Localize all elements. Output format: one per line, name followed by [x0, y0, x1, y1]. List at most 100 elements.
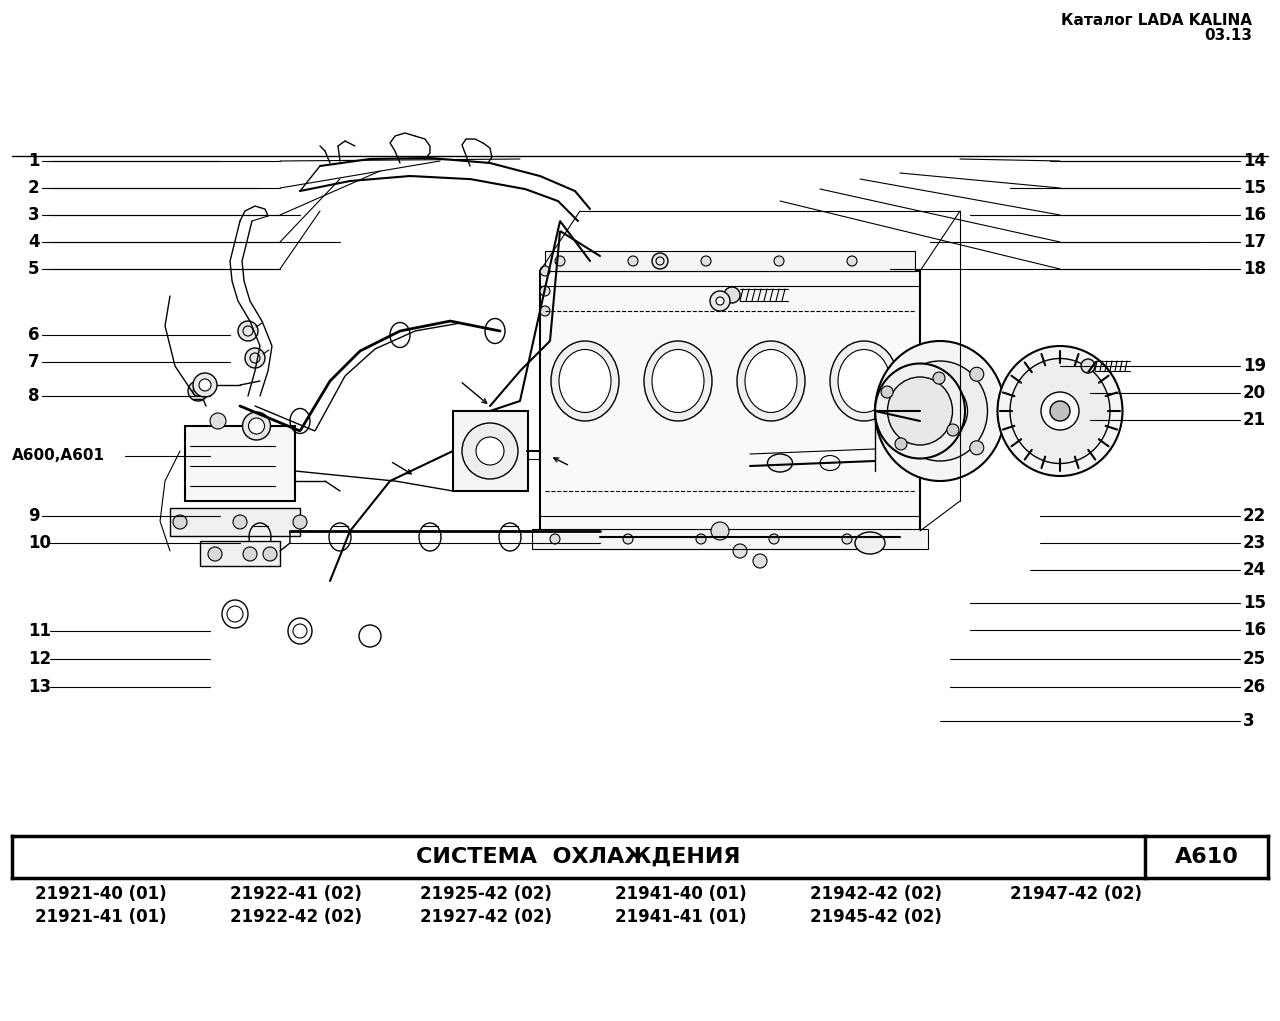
- Text: 03.13: 03.13: [1204, 28, 1252, 43]
- Bar: [453, 411, 529, 491]
- Ellipse shape: [724, 287, 740, 303]
- Text: 1: 1: [28, 152, 40, 171]
- Ellipse shape: [559, 349, 611, 412]
- Ellipse shape: [997, 346, 1123, 476]
- Circle shape: [933, 372, 945, 384]
- Text: 10: 10: [28, 534, 51, 552]
- Text: 4: 4: [28, 233, 40, 251]
- Text: 23: 23: [1243, 534, 1266, 552]
- Text: Каталог LADA KALINA: Каталог LADA KALINA: [1061, 13, 1252, 28]
- Text: 21945-42 (02): 21945-42 (02): [810, 908, 942, 926]
- Circle shape: [198, 379, 211, 391]
- Text: 21942-42 (02): 21942-42 (02): [810, 885, 942, 903]
- Ellipse shape: [550, 341, 620, 421]
- Circle shape: [173, 515, 187, 529]
- Ellipse shape: [737, 341, 805, 421]
- Text: 5: 5: [28, 260, 40, 278]
- Text: 18: 18: [1243, 260, 1266, 278]
- Text: 24: 24: [1243, 561, 1266, 579]
- Circle shape: [242, 412, 270, 440]
- Ellipse shape: [876, 363, 965, 458]
- Text: 25: 25: [1243, 650, 1266, 668]
- Text: 21947-42 (02): 21947-42 (02): [1010, 885, 1142, 903]
- Bar: [189, 156, 1240, 811]
- Circle shape: [233, 515, 247, 529]
- Text: 9: 9: [28, 507, 40, 525]
- Circle shape: [293, 624, 307, 638]
- Circle shape: [774, 256, 783, 266]
- Circle shape: [227, 606, 243, 622]
- Circle shape: [710, 291, 730, 311]
- Text: 21922-41 (02): 21922-41 (02): [230, 885, 362, 903]
- Bar: [532, 529, 928, 549]
- Ellipse shape: [970, 368, 984, 381]
- Ellipse shape: [745, 349, 797, 412]
- Circle shape: [769, 534, 780, 544]
- Ellipse shape: [876, 341, 1005, 481]
- Circle shape: [652, 253, 668, 269]
- Bar: [186, 426, 294, 501]
- Circle shape: [210, 414, 227, 429]
- Circle shape: [476, 437, 504, 465]
- Text: 3: 3: [28, 206, 40, 224]
- Circle shape: [244, 348, 265, 368]
- Circle shape: [842, 534, 852, 544]
- Circle shape: [238, 321, 259, 341]
- Text: 15: 15: [1243, 594, 1266, 612]
- Text: 21925-42 (02): 21925-42 (02): [420, 885, 552, 903]
- Text: 12: 12: [28, 650, 51, 668]
- Circle shape: [696, 534, 707, 544]
- Circle shape: [193, 373, 218, 397]
- Circle shape: [243, 547, 257, 561]
- Ellipse shape: [1010, 358, 1110, 464]
- Text: A610: A610: [1175, 847, 1239, 867]
- Circle shape: [188, 381, 207, 401]
- Circle shape: [881, 386, 893, 398]
- Text: 21921-41 (01): 21921-41 (01): [35, 908, 166, 926]
- Ellipse shape: [970, 441, 984, 454]
- Text: 13: 13: [28, 678, 51, 696]
- Circle shape: [462, 423, 518, 479]
- Ellipse shape: [768, 454, 792, 472]
- Circle shape: [628, 256, 637, 266]
- Text: A600,A601: A600,A601: [12, 448, 105, 464]
- Bar: [540, 271, 920, 531]
- Text: 8: 8: [28, 387, 40, 405]
- Text: 22: 22: [1243, 507, 1266, 525]
- Circle shape: [556, 256, 564, 266]
- Circle shape: [293, 515, 307, 529]
- Bar: [545, 251, 915, 271]
- Circle shape: [623, 534, 634, 544]
- Text: 21921-40 (01): 21921-40 (01): [35, 885, 166, 903]
- Circle shape: [701, 256, 710, 266]
- Ellipse shape: [855, 532, 884, 554]
- Circle shape: [710, 522, 730, 540]
- Text: 21941-41 (01): 21941-41 (01): [614, 908, 746, 926]
- Text: 21927-42 (02): 21927-42 (02): [420, 908, 552, 926]
- Text: СИСТЕМА  ОХЛАЖДЕНИЯ: СИСТЕМА ОХЛАЖДЕНИЯ: [416, 847, 741, 867]
- Text: 14: 14: [1243, 152, 1266, 171]
- Ellipse shape: [829, 341, 899, 421]
- Ellipse shape: [913, 382, 968, 440]
- Circle shape: [262, 547, 276, 561]
- Text: 16: 16: [1243, 621, 1266, 639]
- Circle shape: [753, 554, 767, 568]
- Circle shape: [248, 418, 265, 434]
- Text: 20: 20: [1243, 384, 1266, 402]
- Ellipse shape: [838, 349, 890, 412]
- Circle shape: [895, 438, 908, 450]
- Ellipse shape: [652, 349, 704, 412]
- Circle shape: [193, 386, 204, 396]
- Circle shape: [207, 547, 221, 561]
- Circle shape: [733, 544, 748, 558]
- Circle shape: [540, 306, 550, 317]
- Bar: [170, 508, 300, 536]
- Circle shape: [947, 424, 959, 436]
- Text: 6: 6: [28, 326, 40, 344]
- Text: 2: 2: [28, 179, 40, 197]
- Text: 21922-42 (02): 21922-42 (02): [230, 908, 362, 926]
- Ellipse shape: [896, 441, 910, 454]
- Ellipse shape: [892, 361, 987, 461]
- Circle shape: [716, 297, 724, 305]
- Text: 3: 3: [1243, 712, 1254, 730]
